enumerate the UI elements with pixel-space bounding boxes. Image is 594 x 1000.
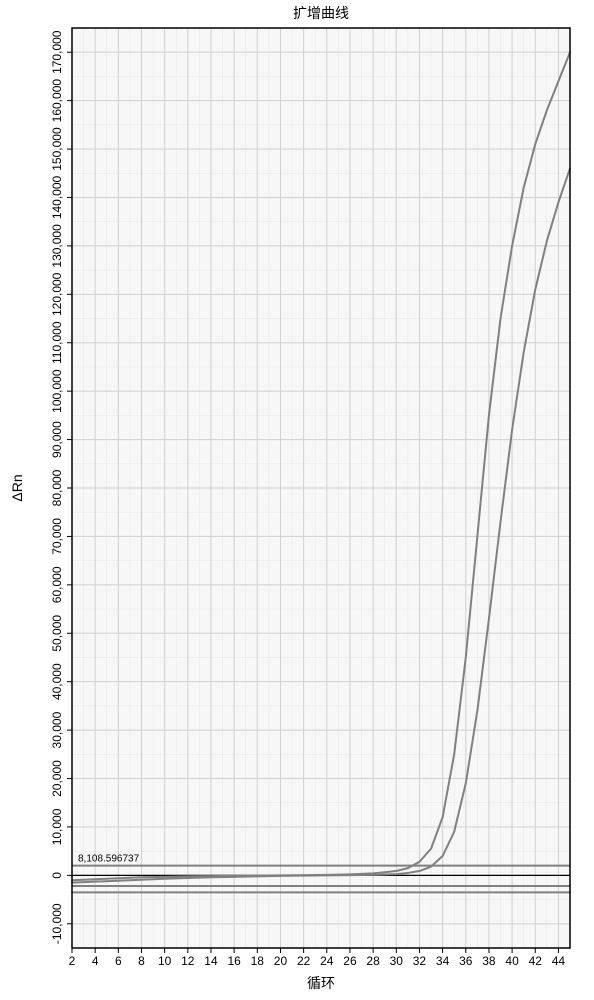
y-tick-label: 60,000 (50, 566, 64, 603)
y-tick-label: 150,000 (50, 127, 64, 171)
chart-svg: 8,108.5967372468101214161820222426283032… (0, 0, 594, 1000)
x-tick-label: 18 (251, 954, 265, 968)
x-tick-label: 26 (343, 954, 357, 968)
x-tick-label: 44 (552, 954, 566, 968)
x-tick-label: 38 (482, 954, 496, 968)
x-tick-label: 6 (115, 954, 122, 968)
x-tick-label: 40 (505, 954, 519, 968)
y-tick-label: 160,000 (50, 79, 64, 123)
threshold-label: 8,108.596737 (78, 854, 140, 865)
x-tick-label: 30 (390, 954, 404, 968)
x-tick-label: 14 (204, 954, 218, 968)
x-tick-label: 20 (274, 954, 288, 968)
x-tick-label: 16 (227, 954, 241, 968)
x-tick-label: 42 (529, 954, 543, 968)
x-tick-label: 36 (459, 954, 473, 968)
x-tick-label: 4 (92, 954, 99, 968)
y-tick-label: 20,000 (50, 760, 64, 797)
y-tick-label: 170,000 (50, 30, 64, 74)
y-tick-label: 80,000 (50, 469, 64, 506)
y-tick-label: 120,000 (50, 272, 64, 316)
amplification-chart: 8,108.5967372468101214161820222426283032… (0, 0, 594, 1000)
y-tick-label: 40,000 (50, 663, 64, 700)
y-tick-label: 140,000 (50, 175, 64, 219)
x-tick-label: 2 (69, 954, 76, 968)
y-tick-label: 0 (50, 872, 64, 879)
y-tick-label: 110,000 (50, 321, 64, 364)
x-tick-label: 28 (366, 954, 380, 968)
x-tick-label: 22 (297, 954, 311, 968)
y-tick-label: 100,000 (50, 369, 64, 413)
x-tick-label: 8 (138, 954, 145, 968)
y-tick-label: 90,000 (50, 421, 64, 458)
x-tick-label: 12 (181, 954, 195, 968)
y-tick-label: 50,000 (50, 615, 64, 652)
y-tick-label: 130,000 (50, 224, 64, 268)
chart-title: 扩增曲线 (293, 5, 349, 21)
y-tick-label: 30,000 (50, 711, 64, 748)
y-tick-label: -10,000 (50, 903, 64, 944)
x-tick-label: 10 (158, 954, 172, 968)
x-axis-title: 循环 (307, 975, 335, 991)
x-tick-label: 32 (413, 954, 427, 968)
y-tick-label: 10,000 (50, 808, 64, 845)
y-tick-label: 70,000 (50, 518, 64, 555)
y-axis-title: ΔRn (9, 474, 25, 501)
x-tick-label: 34 (436, 954, 450, 968)
x-tick-label: 24 (320, 954, 334, 968)
